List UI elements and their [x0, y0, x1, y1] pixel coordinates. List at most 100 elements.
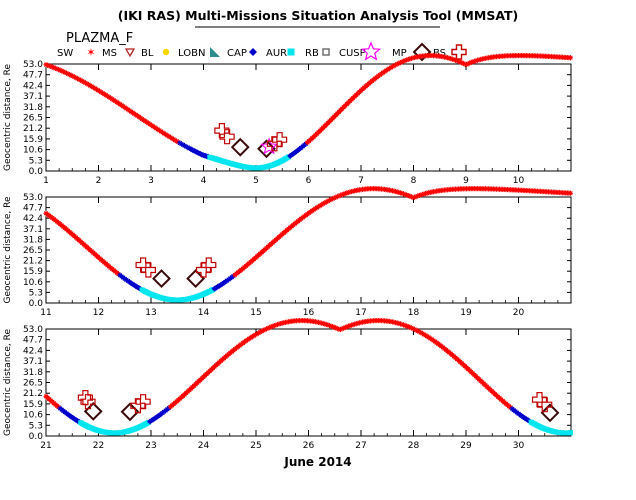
sw-marker: [405, 192, 411, 199]
sw-marker: [43, 62, 49, 68]
x-tick-label: 6: [306, 176, 312, 186]
sw-marker: [334, 325, 340, 332]
sw-marker: [62, 69, 68, 75]
sw-marker: [411, 194, 418, 200]
sw-marker: [54, 66, 60, 72]
y-tick-label: 53.0: [23, 60, 43, 70]
y-tick-label: 0.0: [29, 167, 44, 177]
sw-marker: [457, 59, 463, 65]
x-tick-label: 18: [408, 308, 420, 318]
rb-square-icon: [322, 48, 330, 56]
sw-marker: [402, 322, 408, 329]
legend-item-sw: SW ✶: [57, 46, 96, 59]
sw-marker: [331, 195, 337, 201]
sw-marker: [400, 58, 407, 64]
sw-marker: [273, 322, 279, 328]
legend-item-cap: CAP: [227, 48, 257, 59]
legend-label: CAP: [227, 48, 247, 59]
mission-label: PLAZMA_F: [66, 31, 133, 46]
y-tick-label: 42.4: [23, 346, 43, 356]
sw-marker: [407, 193, 413, 199]
sw-marker: [339, 326, 345, 332]
sw-marker: [323, 199, 329, 205]
x-tick-label: 21: [40, 441, 51, 451]
legend-label: BS: [433, 48, 446, 59]
bs-crossing-marker: [140, 262, 156, 278]
sw-marker: [267, 324, 273, 331]
y-tick-label: 0.0: [29, 432, 44, 442]
y-tick-label: 5.3: [29, 421, 43, 431]
sw-marker: [333, 325, 339, 331]
sw-marker: [262, 327, 268, 333]
bs-crossing-marker: [272, 132, 288, 148]
x-tick-label: 14: [198, 308, 210, 318]
x-tick-label: 22: [93, 441, 104, 451]
y-tick-label: 5.3: [29, 288, 43, 298]
sw-marker: [404, 57, 410, 63]
sw-marker: [270, 323, 276, 329]
sw-trace: [43, 317, 573, 436]
sw-marker: [325, 322, 331, 328]
legend-label: CUSP: [339, 48, 366, 59]
sw-marker: [348, 322, 355, 328]
legend-item-cusp: CUSP: [339, 41, 382, 61]
y-tick-label: 42.4: [23, 81, 43, 91]
sw-marker: [413, 194, 419, 200]
sw-marker: [256, 330, 262, 336]
legend-item-bl: BL: [141, 48, 170, 59]
y-tick-label: 15.9: [23, 400, 43, 410]
sw-marker: [415, 328, 421, 334]
sw-marker: [567, 55, 574, 61]
mp-crossing-marker: [230, 137, 250, 157]
y-axis-label: Geocentric distance, Re: [3, 64, 13, 171]
x-tick-label: 29: [460, 441, 472, 451]
x-tick-label: 9: [463, 176, 469, 186]
y-tick-label: 26.5: [23, 379, 43, 389]
x-tick-label: 15: [250, 308, 261, 318]
sw-marker: [396, 60, 402, 66]
sw-marker: [68, 72, 74, 78]
legend-label: BL: [141, 48, 154, 59]
y-tick-label: 47.7: [23, 204, 43, 214]
mp-crossing-marker: [152, 269, 171, 289]
sw-marker: [410, 326, 416, 332]
sw-marker: [345, 323, 351, 329]
mp-crossing-marker: [83, 401, 103, 421]
sw-marker: [56, 66, 62, 73]
sw-marker: [459, 60, 465, 66]
sw-marker: [470, 59, 476, 65]
mp-crossing-marker: [540, 403, 560, 423]
legend: SW ✶ MS BL LOBN CAP AUR RB CUSP MP BS: [57, 41, 467, 62]
sw-marker: [399, 59, 405, 65]
panel-2: 0.05.310.615.921.226.531.837.142.447.753…: [3, 186, 574, 318]
sw-star-icon: ✶: [86, 46, 95, 59]
aur-square-icon: [287, 48, 295, 56]
sw-marker: [471, 58, 477, 64]
sw-marker: [400, 322, 407, 328]
sw-marker: [416, 329, 422, 335]
legend-item-bs: BS: [433, 44, 467, 60]
sw-marker: [567, 190, 574, 196]
legend-label: SW: [57, 48, 73, 59]
y-tick-label: 21.2: [23, 124, 43, 134]
sw-marker: [44, 62, 51, 68]
sw-marker: [407, 324, 413, 330]
legend-label: MP: [392, 48, 407, 59]
sw-marker: [411, 326, 418, 332]
sw-marker: [449, 56, 455, 62]
sw-marker: [57, 67, 63, 73]
sw-marker: [60, 69, 66, 75]
plot-frame: [45, 63, 572, 172]
x-tick-label: 26: [303, 441, 315, 451]
y-tick-label: 15.9: [23, 135, 43, 145]
sw-marker: [48, 63, 54, 70]
x-tick-label: 8: [411, 176, 417, 186]
sw-marker: [408, 325, 414, 331]
sw-marker: [260, 327, 266, 334]
sw-marker: [328, 323, 334, 329]
sw-marker: [339, 192, 345, 198]
sw-marker: [71, 74, 77, 80]
sw-marker: [70, 73, 76, 79]
sw-marker: [52, 65, 59, 71]
x-tick-label: 17: [355, 308, 366, 318]
